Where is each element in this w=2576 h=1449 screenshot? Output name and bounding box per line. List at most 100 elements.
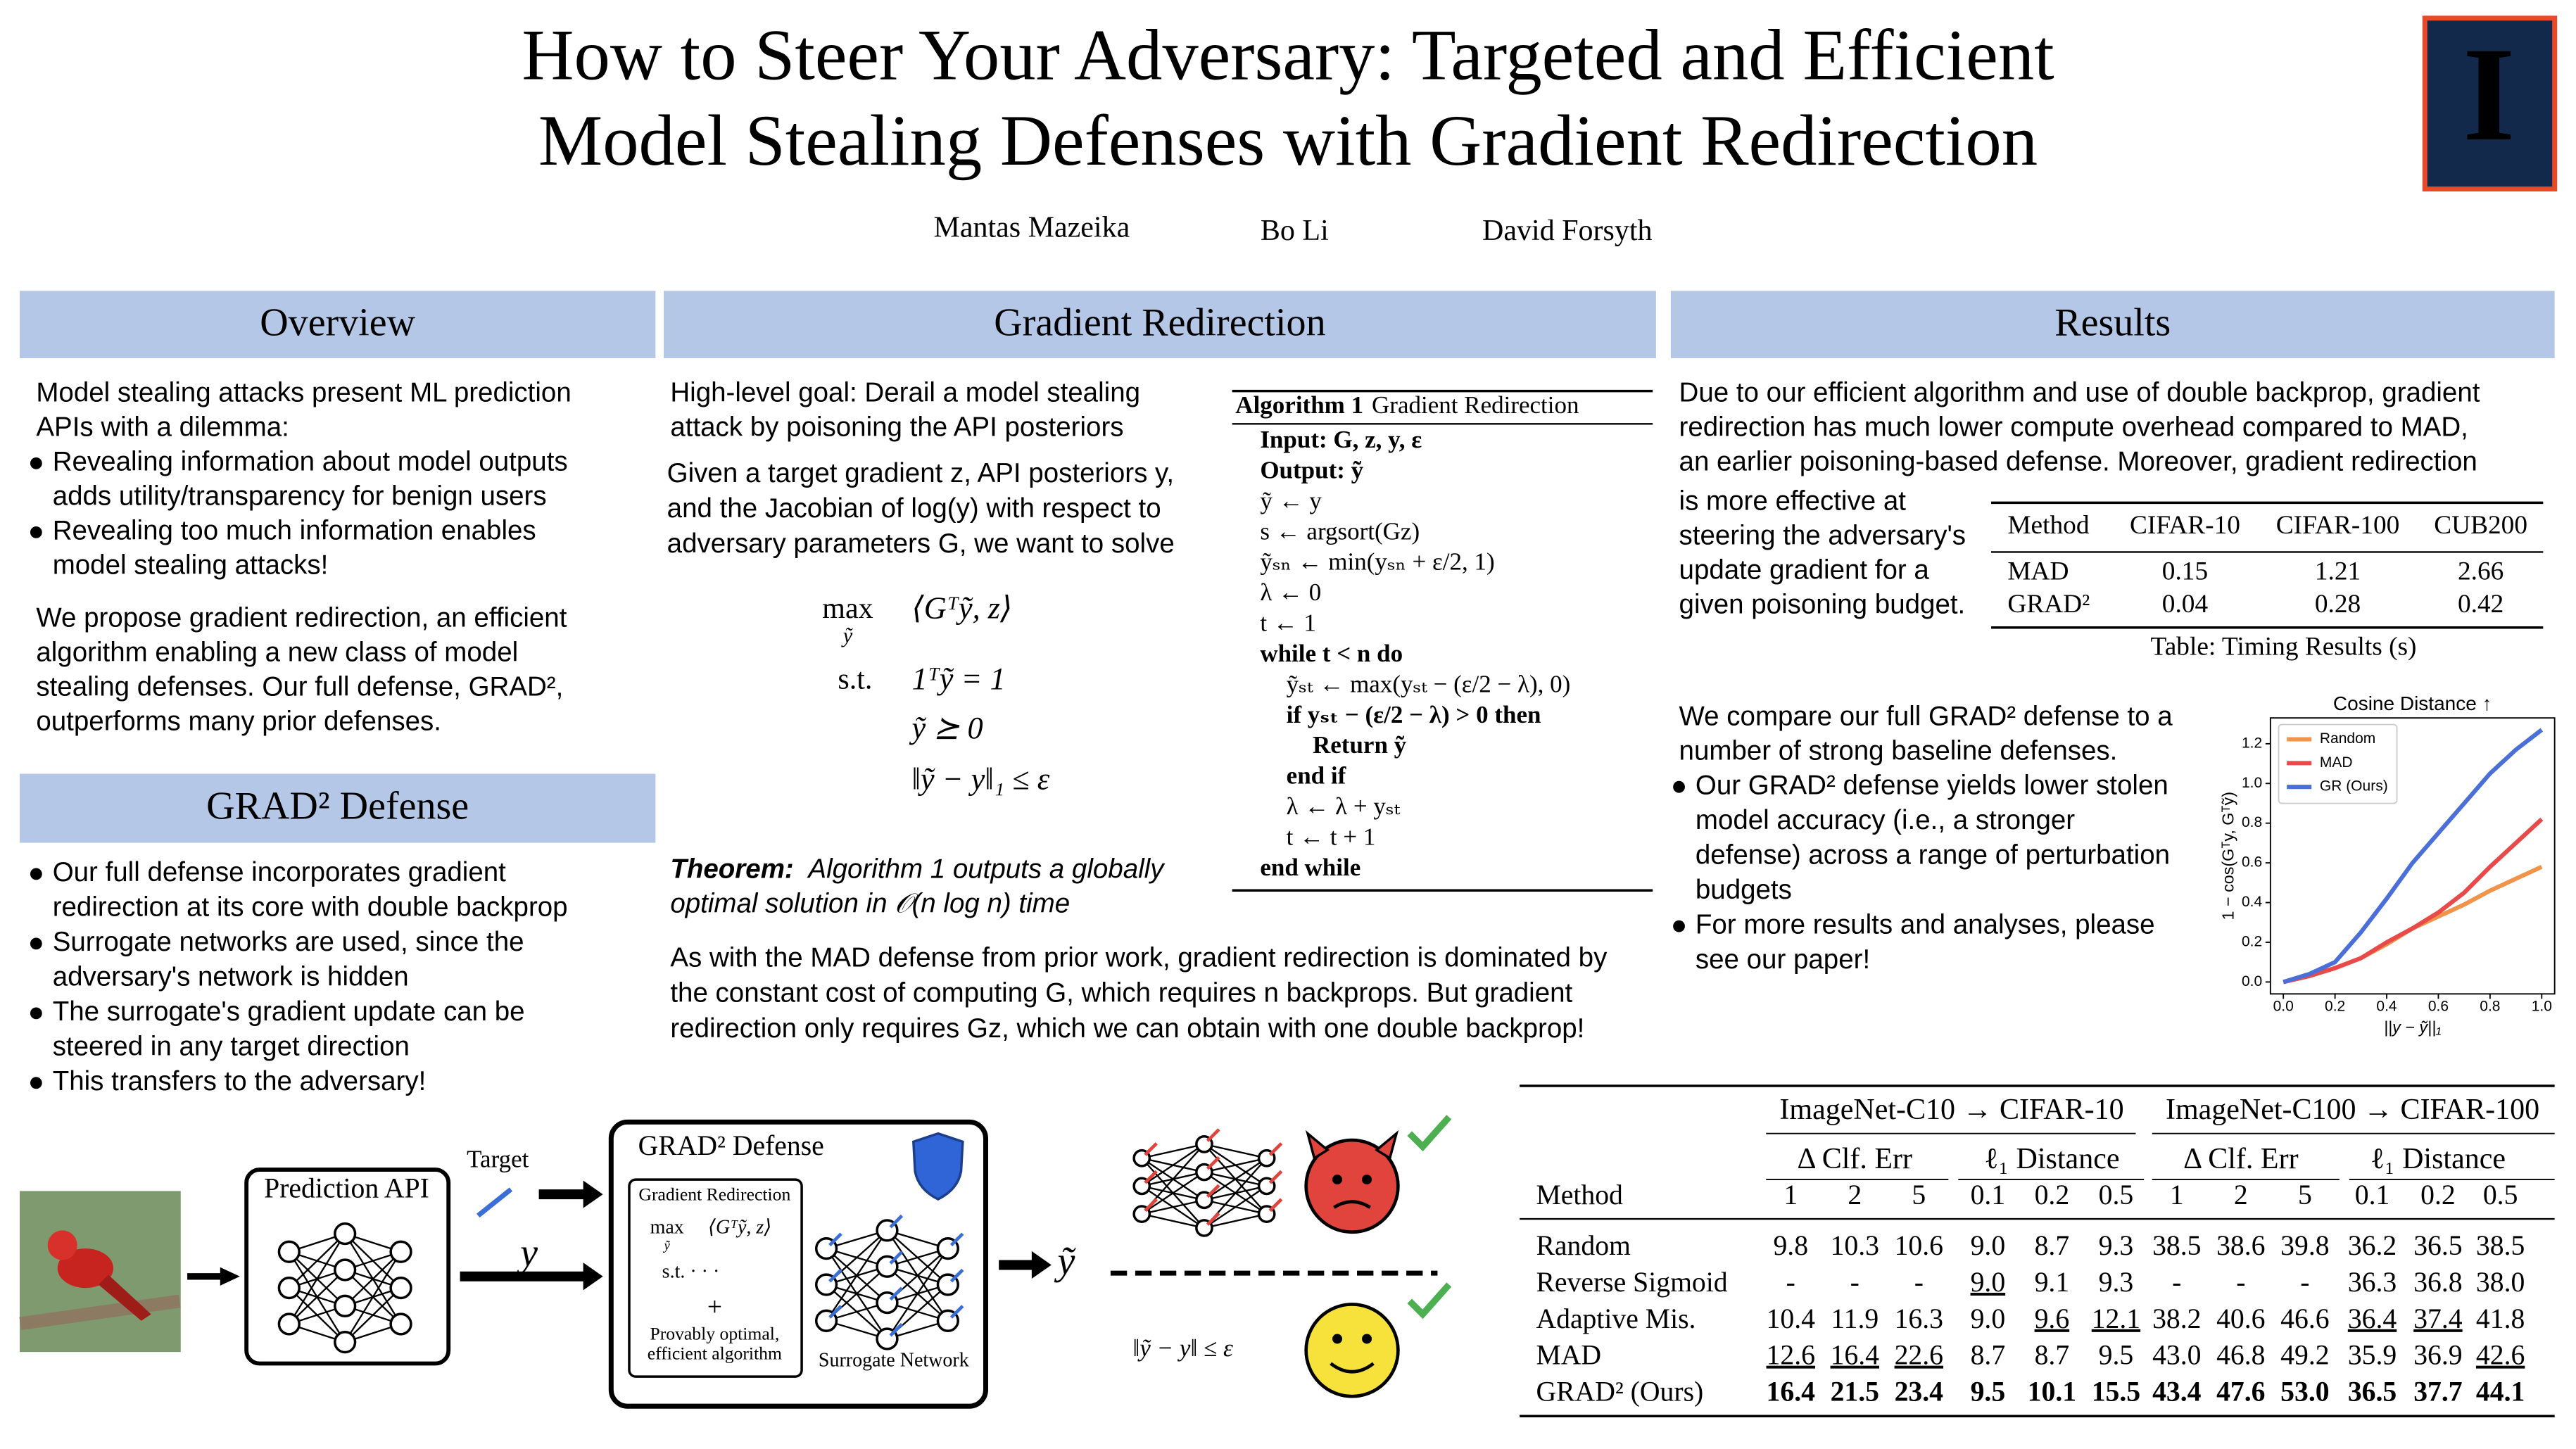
bullet xyxy=(30,868,42,880)
gradient-arrow xyxy=(949,1268,964,1283)
bullet-text: model stealing attacks! xyxy=(53,550,329,581)
column-header: 0.2 xyxy=(2035,1179,2070,1210)
text: redirection only requires Gz, which we c… xyxy=(670,1013,1584,1044)
table-header: CIFAR-100 xyxy=(2276,511,2400,540)
bullet-text: The surrogate's gradient update can be xyxy=(53,996,525,1027)
y-axis-label: 1 − cos(Gᵀy, Gᵀỹ) xyxy=(2219,792,2237,920)
network-edge xyxy=(289,1233,346,1289)
network-edge xyxy=(344,1287,402,1343)
section-header-bar xyxy=(20,291,656,358)
table-cell: 36.8 xyxy=(2413,1267,2462,1298)
series-line xyxy=(2283,728,2544,985)
text: number of strong baseline defenses. xyxy=(1679,735,2118,766)
column-header: Method xyxy=(1536,1179,1623,1210)
bullet-text: Revealing too much information enables xyxy=(53,516,536,546)
poster-title: How to Steer Your Adversary: Targeted an… xyxy=(522,15,2054,95)
table-cell: Reverse Sigmoid xyxy=(1536,1267,1727,1298)
gradient-arrow xyxy=(1268,1198,1283,1213)
author: David Forsyth xyxy=(1482,215,1653,247)
table-cell: 38.0 xyxy=(2476,1267,2525,1298)
logo-letter: I xyxy=(2463,20,2515,169)
text: update gradient for a xyxy=(1679,555,1930,586)
table-cell: Adaptive Mis. xyxy=(1536,1303,1696,1334)
author: Mantas Mazeika xyxy=(934,212,1130,244)
theorem-label: Theorem: xyxy=(670,854,793,884)
table-cell: 38.5 xyxy=(2152,1230,2201,1261)
table-cell: 36.5 xyxy=(2413,1230,2462,1261)
x-tick-label: 0.4 xyxy=(2376,999,2397,1015)
bullet xyxy=(30,526,42,538)
gradient-arrow xyxy=(889,1214,904,1229)
diagram-math: ⟨Gᵀỹ, z⟩ xyxy=(708,1217,771,1239)
text: APIs with a dilemma: xyxy=(36,412,289,443)
table-cell: 36.3 xyxy=(2348,1267,2397,1298)
gradient-arrow xyxy=(828,1232,842,1247)
table-cell: 9.0 xyxy=(1971,1303,2006,1334)
bullet xyxy=(30,937,42,950)
text: stealing defenses. Our full defense, GRA… xyxy=(36,671,563,702)
algorithm-line: t ← t + 1 xyxy=(1287,823,1376,850)
diagram-label: Gradient Redirection xyxy=(638,1184,790,1204)
text: outperforms many prior defenses. xyxy=(36,706,441,736)
bullet-text: Revealing information about model output… xyxy=(53,447,568,477)
algorithm-line: Output: ỹ xyxy=(1260,456,1363,483)
table-cell: 23.4 xyxy=(1895,1376,1944,1407)
section-heading: Overview xyxy=(260,300,415,344)
network-edge xyxy=(1142,1213,1205,1229)
table-header: Method xyxy=(2007,511,2089,540)
network-edge xyxy=(1204,1157,1268,1201)
table-cell: 16.4 xyxy=(1831,1340,1880,1371)
check-mark xyxy=(1407,1282,1452,1320)
diagram-label: efficient algorithm xyxy=(648,1343,782,1364)
algorithm-line: end while xyxy=(1260,854,1360,881)
gradient-arrow xyxy=(1144,1142,1158,1156)
table-cell: 8.7 xyxy=(1971,1340,2006,1371)
section-header-bar xyxy=(1670,291,2555,358)
table-cell: 36.4 xyxy=(2348,1303,2397,1334)
table-cell: 0.15 xyxy=(2162,557,2208,586)
eye xyxy=(1362,1175,1372,1185)
table-cell: 10.3 xyxy=(1831,1230,1879,1261)
adversary-face xyxy=(1304,1138,1400,1234)
y-tick-label: 0.0 xyxy=(2242,973,2262,989)
text: adversary parameters G, we want to solve xyxy=(667,529,1175,559)
text: algorithm enabling a new class of model xyxy=(36,637,518,667)
column-header: 0.2 xyxy=(2420,1179,2456,1210)
section-header-bar xyxy=(20,773,656,843)
gradient-arrow xyxy=(828,1305,842,1319)
text: and the Jacobian of log(y) with respect … xyxy=(667,493,1161,524)
metric-header: Δ Clf. Err xyxy=(2183,1143,2299,1175)
y-tick-label: 1.0 xyxy=(2242,775,2262,791)
table-cell: 36.5 xyxy=(2348,1376,2397,1407)
gradient-arrow xyxy=(889,1322,904,1337)
bullet-text: adds utility/transparency for benign use… xyxy=(53,481,547,512)
algorithm-line: λ ← 0 xyxy=(1260,578,1321,606)
table-cell: Random xyxy=(1536,1230,1631,1261)
algorithm-box xyxy=(628,1178,803,1378)
shield-icon xyxy=(911,1132,964,1201)
network-node xyxy=(277,1276,301,1300)
table-cell: 43.0 xyxy=(2152,1340,2201,1371)
y-tick-label: 0.2 xyxy=(2242,934,2262,950)
network-edge xyxy=(1141,1171,1205,1215)
table-cell: 9.1 xyxy=(2035,1267,2070,1298)
table-cell: 16.4 xyxy=(1767,1376,1816,1407)
flow-arrow-head xyxy=(583,1180,603,1208)
network-node xyxy=(277,1240,301,1263)
table-cell: 1.21 xyxy=(2315,557,2361,586)
text: is more effective at xyxy=(1679,486,1907,517)
bullet-text: model accuracy (i.e., a stronger xyxy=(1696,805,2075,835)
eye xyxy=(1362,1334,1372,1344)
table-cell: 44.1 xyxy=(2476,1376,2525,1407)
table-cell: 11.9 xyxy=(1831,1303,1879,1334)
table-cell: 37.7 xyxy=(2413,1376,2462,1407)
bullet xyxy=(30,457,42,469)
gradient-arrow xyxy=(889,1251,904,1265)
eye xyxy=(1332,1334,1343,1344)
bullet-text: adversary's network is hidden xyxy=(53,962,409,992)
metric-header: ℓ₁ Distance xyxy=(2370,1143,2506,1175)
network-edge xyxy=(344,1251,402,1343)
poster-title: Model Stealing Defenses with Gradient Re… xyxy=(538,101,2038,181)
gradient-arrow xyxy=(1268,1170,1283,1184)
